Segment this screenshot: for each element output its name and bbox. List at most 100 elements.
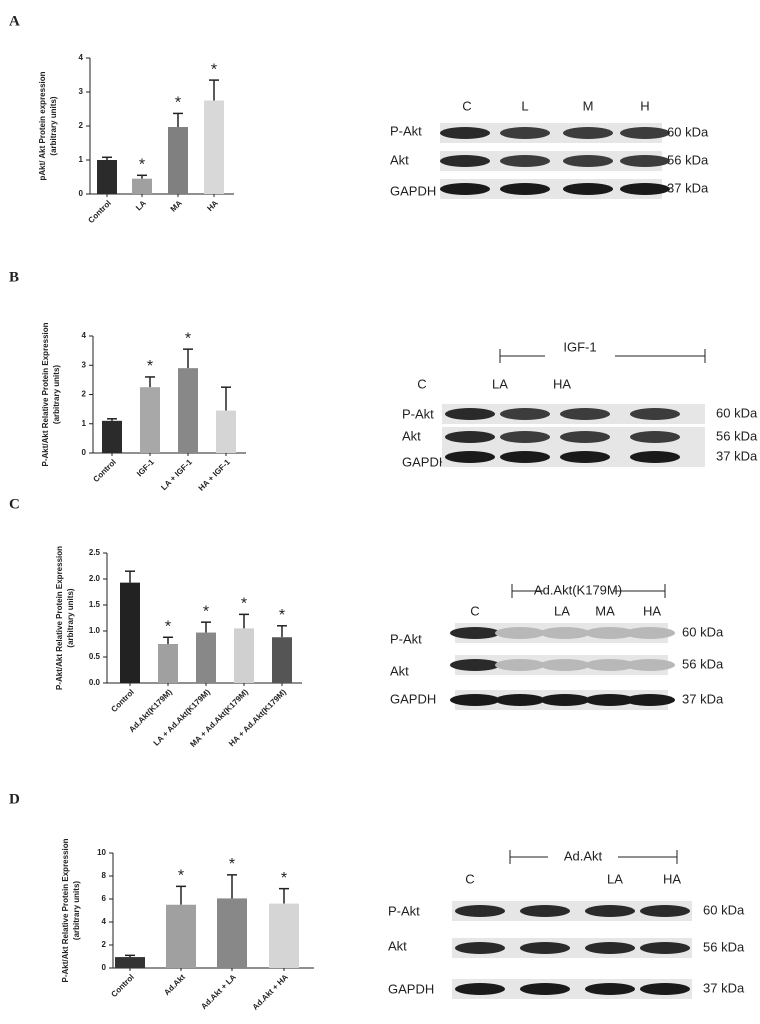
y-axis-label: P-Akt/Akt Relative Protein Expression: [61, 838, 70, 982]
y-tick-label: 4: [102, 917, 107, 926]
y-tick-label: 3: [82, 360, 87, 369]
y-axis-label: (arbitrary units): [52, 365, 61, 424]
band: [500, 408, 550, 420]
y-tick-label: 0.0: [89, 678, 101, 687]
panel-letter: B: [9, 269, 19, 285]
row-label: P-Akt: [388, 903, 420, 918]
blot-strip: [440, 151, 662, 171]
band: [520, 942, 570, 954]
y-tick-label: 4: [79, 53, 84, 62]
band: [445, 451, 495, 463]
bar: [140, 387, 160, 453]
size-label: 37 kDa: [682, 691, 724, 706]
band: [450, 627, 500, 639]
y-axis-label: (arbitrary units): [72, 881, 81, 940]
band: [640, 905, 690, 917]
band: [455, 905, 505, 917]
y-axis-label: (arbitrary units): [66, 588, 75, 647]
band: [440, 127, 490, 139]
significance: *: [203, 603, 209, 620]
y-tick-label: 0: [79, 189, 84, 198]
band: [563, 183, 613, 195]
lane-label: MA: [595, 603, 615, 618]
size-label: 37 kDa: [667, 180, 709, 195]
size-label: 37 kDa: [703, 980, 745, 995]
y-tick-label: 2: [82, 390, 87, 399]
significance: *: [279, 607, 285, 624]
row-label: Akt: [388, 938, 407, 953]
band: [500, 155, 550, 167]
significance: *: [175, 95, 181, 112]
y-tick-label: 10: [97, 848, 106, 857]
band: [585, 694, 635, 706]
lane-label: C: [462, 98, 471, 113]
band: [540, 694, 590, 706]
size-label: 60 kDa: [703, 902, 745, 917]
x-tick-label: Ad.Akt + HA: [251, 972, 290, 1011]
significance: *: [139, 157, 145, 174]
y-tick-label: 2.5: [89, 548, 101, 557]
y-axis-label: P-Akt/Akt Relative Protein Expression: [55, 546, 64, 690]
band: [620, 183, 670, 195]
x-tick-label: Control: [91, 458, 117, 484]
band: [500, 451, 550, 463]
band: [440, 183, 490, 195]
bar: [102, 420, 122, 453]
bracket-label: IGF-1: [563, 339, 596, 354]
x-tick-label: Ad.Akt + LA: [199, 972, 238, 1011]
x-tick-label: LA + IGF-1: [159, 457, 194, 492]
y-axis-label: pAkt/ Akt Protein expression: [38, 71, 47, 180]
lane-label: M: [583, 98, 594, 113]
x-tick-label: HA + IGF-1: [197, 457, 233, 493]
row-label: Akt: [402, 428, 421, 443]
band: [630, 408, 680, 420]
y-tick-label: 2: [79, 121, 84, 130]
y-tick-label: 2: [102, 940, 107, 949]
x-tick-label: IGF-1: [135, 457, 156, 478]
blot-strip: [440, 179, 662, 199]
band: [450, 694, 500, 706]
y-axis-label: (arbitrary units): [49, 96, 58, 155]
significance: *: [281, 870, 287, 887]
panel-letter: C: [9, 496, 20, 512]
y-tick-label: 2.0: [89, 574, 101, 583]
band: [540, 627, 590, 639]
blot-strip: [452, 938, 692, 958]
band: [585, 942, 635, 954]
bar: [269, 903, 299, 968]
panel-letter: D: [9, 791, 20, 807]
x-tick-label: Control: [86, 199, 112, 225]
band: [495, 659, 545, 671]
bar: [115, 957, 145, 968]
band: [640, 983, 690, 995]
y-tick-label: 1.0: [89, 626, 101, 635]
lane-label: C: [465, 871, 474, 886]
significance: *: [178, 868, 184, 885]
significance: *: [229, 856, 235, 873]
size-label: 56 kDa: [667, 152, 709, 167]
band: [495, 694, 545, 706]
lane-label: LA: [492, 376, 508, 391]
band: [520, 905, 570, 917]
bar: [178, 368, 198, 453]
significance: *: [165, 618, 171, 635]
bar: [216, 410, 236, 453]
band: [500, 127, 550, 139]
row-label: P-Akt: [402, 406, 434, 421]
lane-label: L: [521, 98, 528, 113]
bar: [196, 632, 216, 683]
significance: *: [211, 61, 217, 78]
y-tick-label: 3: [79, 87, 84, 96]
y-tick-label: 1: [79, 155, 84, 164]
y-tick-label: 1.5: [89, 600, 101, 609]
row-label: GAPDH: [390, 691, 436, 706]
row-label: P-Akt: [390, 631, 422, 646]
blot-strip: [452, 979, 692, 999]
lane-label: H: [640, 98, 649, 113]
x-tick-label: Control: [109, 973, 135, 999]
band: [560, 408, 610, 420]
band: [563, 127, 613, 139]
band: [630, 451, 680, 463]
bar: [217, 898, 247, 968]
